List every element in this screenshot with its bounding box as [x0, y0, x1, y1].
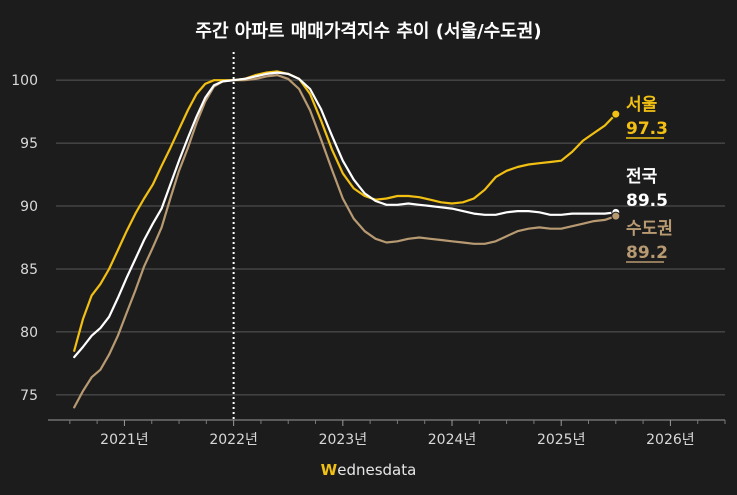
x-tick-label: 2024년 — [428, 432, 477, 448]
y-tick-label: 95 — [20, 136, 38, 152]
x-tick-label: 2023년 — [319, 432, 368, 448]
series-line-0 — [73, 70, 617, 352]
series-line-2 — [73, 73, 617, 409]
y-tick-label: 80 — [20, 325, 38, 341]
brand-logo: Wednesdata — [0, 461, 737, 479]
series-name-label: 수도권 — [626, 219, 673, 239]
series-end-marker — [611, 109, 621, 119]
brand-logo-text: ednesdata — [337, 461, 417, 479]
series-value-label: 89.5 — [626, 191, 668, 211]
y-tick-label: 85 — [20, 262, 38, 278]
series-name-label: 서울 — [626, 95, 658, 115]
series-value-label: 97.3 — [626, 119, 668, 139]
x-tick-label: 2021년 — [100, 432, 149, 448]
x-tick-label: 2025년 — [537, 432, 586, 448]
y-tick-label: 100 — [11, 73, 38, 89]
x-tick-label: 2022년 — [209, 432, 258, 448]
x-tick-label: 2026년 — [646, 432, 695, 448]
chart-title: 주간 아파트 매매가격지수 추이 (서울/수도권) — [195, 21, 542, 42]
series-name-label: 전국 — [626, 167, 658, 187]
y-tick-label: 90 — [20, 199, 38, 215]
series-end-marker — [611, 211, 621, 221]
series-line-1 — [73, 71, 617, 359]
series-value-label: 89.2 — [626, 243, 668, 263]
brand-logo-w: W — [320, 461, 338, 479]
y-tick-label: 75 — [20, 388, 38, 404]
